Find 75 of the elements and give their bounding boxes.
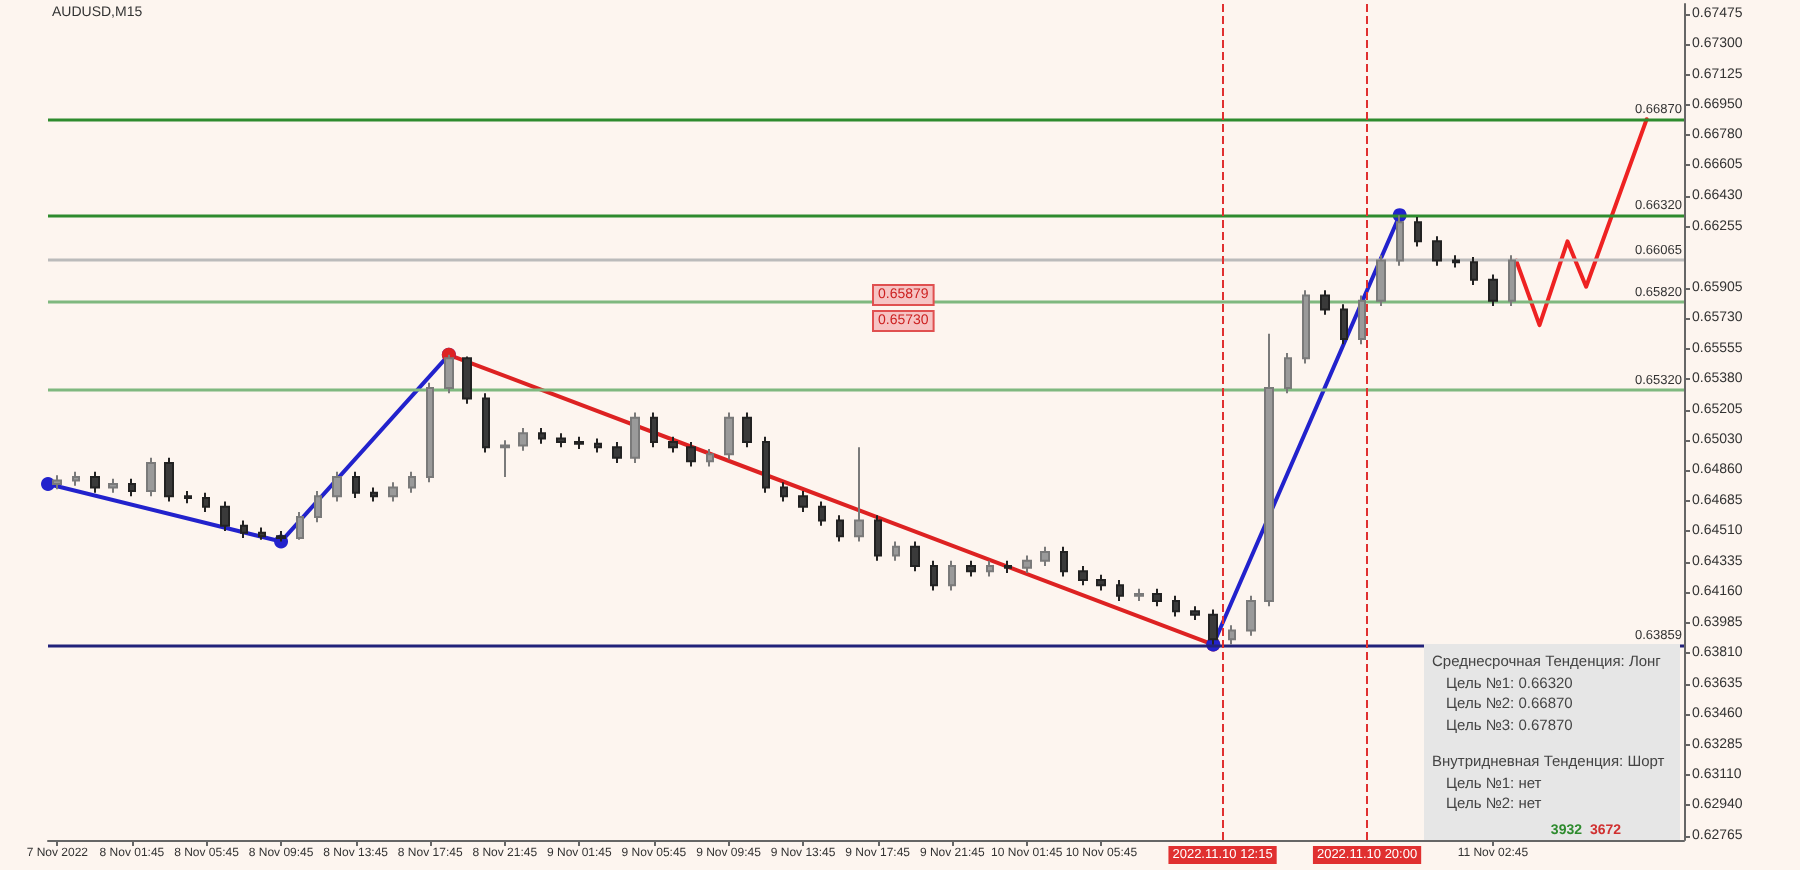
candlestick: [258, 526, 266, 541]
candlestick: [1134, 587, 1144, 602]
candlestick: [462, 355, 472, 405]
candlestick: [1116, 578, 1124, 602]
candlestick: [706, 448, 714, 468]
candlestick: [352, 470, 360, 499]
candlestick: [332, 470, 342, 503]
candlestick: [742, 411, 752, 449]
candlestick: [1172, 594, 1180, 618]
candlestick: [948, 559, 956, 592]
candlestick: [986, 559, 994, 578]
candlestick: [1340, 303, 1348, 346]
candlestick: [780, 481, 788, 503]
candlestick: [1096, 573, 1106, 592]
candlestick: [1246, 594, 1256, 637]
candlestick: [1302, 289, 1310, 365]
candlestick: [1022, 554, 1032, 574]
candlestick: [52, 474, 62, 491]
candlestick: [798, 489, 808, 513]
candlestick: [1470, 256, 1478, 286]
candlestick: [892, 540, 900, 562]
candlestick: [184, 489, 192, 505]
candlestick: [314, 489, 322, 524]
candlestick: [1228, 624, 1236, 646]
candlestick: [90, 470, 100, 494]
candlestick: [836, 514, 844, 543]
candlestick: [482, 392, 490, 454]
candlestick: [630, 411, 640, 465]
candlestick: [146, 456, 156, 498]
candlestick: [164, 456, 174, 503]
candlestick: [612, 441, 622, 465]
candlestick: [1452, 254, 1460, 269]
candlestick: [1488, 273, 1498, 307]
candlestick: [370, 486, 378, 503]
candlestick: [1004, 559, 1012, 574]
candlestick: [296, 510, 304, 541]
candlestick: [1040, 545, 1050, 567]
candlestick: [1508, 254, 1516, 307]
candlestick: [724, 411, 734, 461]
candlestick: [538, 427, 546, 445]
candlestick: [966, 559, 976, 578]
candlestick: [388, 481, 398, 503]
candlestick: [874, 514, 882, 562]
candlestick: [1078, 564, 1088, 587]
candlestick: [762, 435, 770, 494]
candlestick: [500, 439, 510, 478]
candlestick: [1264, 332, 1274, 608]
candlestick: [1152, 587, 1162, 608]
candlestick: [930, 559, 938, 592]
candlestick: [1432, 235, 1442, 267]
candlestick: [668, 435, 678, 454]
candlestick: [108, 477, 118, 494]
candlestick: [1358, 294, 1366, 346]
candlestick: [1376, 254, 1386, 307]
candlestick: [518, 427, 528, 452]
candlestick: [650, 411, 658, 449]
candlestick: [1414, 215, 1422, 248]
candlestick: [1320, 289, 1330, 316]
candlestick: [594, 437, 602, 454]
candlestick: [128, 477, 136, 498]
candlestick: [686, 441, 696, 468]
candlestick: [910, 540, 920, 573]
candlestick: [408, 470, 416, 494]
candlestick: [240, 519, 248, 540]
candlestick: [72, 470, 80, 487]
candlestick: [854, 446, 864, 543]
candlestick: [574, 435, 584, 451]
candlestick: [1284, 352, 1292, 395]
candlestick: [556, 432, 566, 449]
candlestick: [202, 491, 210, 513]
candlestick: [818, 500, 826, 527]
candlestick: [426, 381, 434, 484]
candlestick: [220, 500, 230, 533]
candlestick: [1190, 605, 1200, 622]
candlestick: [1060, 545, 1068, 578]
